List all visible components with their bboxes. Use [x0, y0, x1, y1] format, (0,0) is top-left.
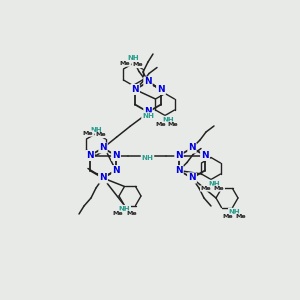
Text: Me: Me	[168, 122, 178, 127]
Text: N: N	[112, 151, 120, 160]
Text: NH: NH	[142, 154, 154, 160]
Text: N: N	[99, 143, 107, 152]
Text: N: N	[112, 151, 120, 160]
Text: N: N	[112, 166, 120, 175]
Text: NH: NH	[208, 181, 220, 187]
Text: Me: Me	[235, 214, 246, 219]
Text: Me: Me	[95, 133, 106, 137]
Text: NH: NH	[127, 56, 139, 62]
Text: Me: Me	[156, 122, 166, 127]
Text: N: N	[175, 151, 183, 160]
Text: N: N	[157, 85, 165, 94]
Text: N: N	[144, 77, 152, 86]
Text: Me: Me	[222, 214, 233, 219]
Text: N: N	[201, 151, 209, 160]
Text: NH: NH	[142, 113, 154, 119]
Text: N: N	[144, 107, 152, 116]
Text: N: N	[175, 166, 183, 175]
Text: NH: NH	[90, 127, 102, 133]
Text: N: N	[188, 173, 196, 182]
Text: N: N	[201, 151, 209, 160]
Text: Me: Me	[201, 186, 211, 191]
Text: Me: Me	[126, 211, 137, 216]
Text: NH: NH	[229, 208, 240, 214]
Text: NH: NH	[162, 116, 174, 122]
Text: Me: Me	[112, 211, 123, 216]
Text: NH: NH	[119, 206, 130, 212]
Text: N: N	[131, 85, 139, 94]
Text: N: N	[188, 173, 196, 182]
Text: N: N	[86, 151, 94, 160]
Text: Me: Me	[214, 186, 224, 191]
Text: Me: Me	[120, 61, 130, 66]
Text: N: N	[131, 85, 139, 94]
Text: Me: Me	[83, 131, 93, 136]
Text: Me: Me	[132, 62, 143, 68]
Text: N: N	[99, 173, 107, 182]
Text: N: N	[86, 151, 94, 160]
Text: N: N	[157, 85, 165, 94]
Text: N: N	[99, 173, 107, 182]
Text: N: N	[188, 143, 196, 152]
